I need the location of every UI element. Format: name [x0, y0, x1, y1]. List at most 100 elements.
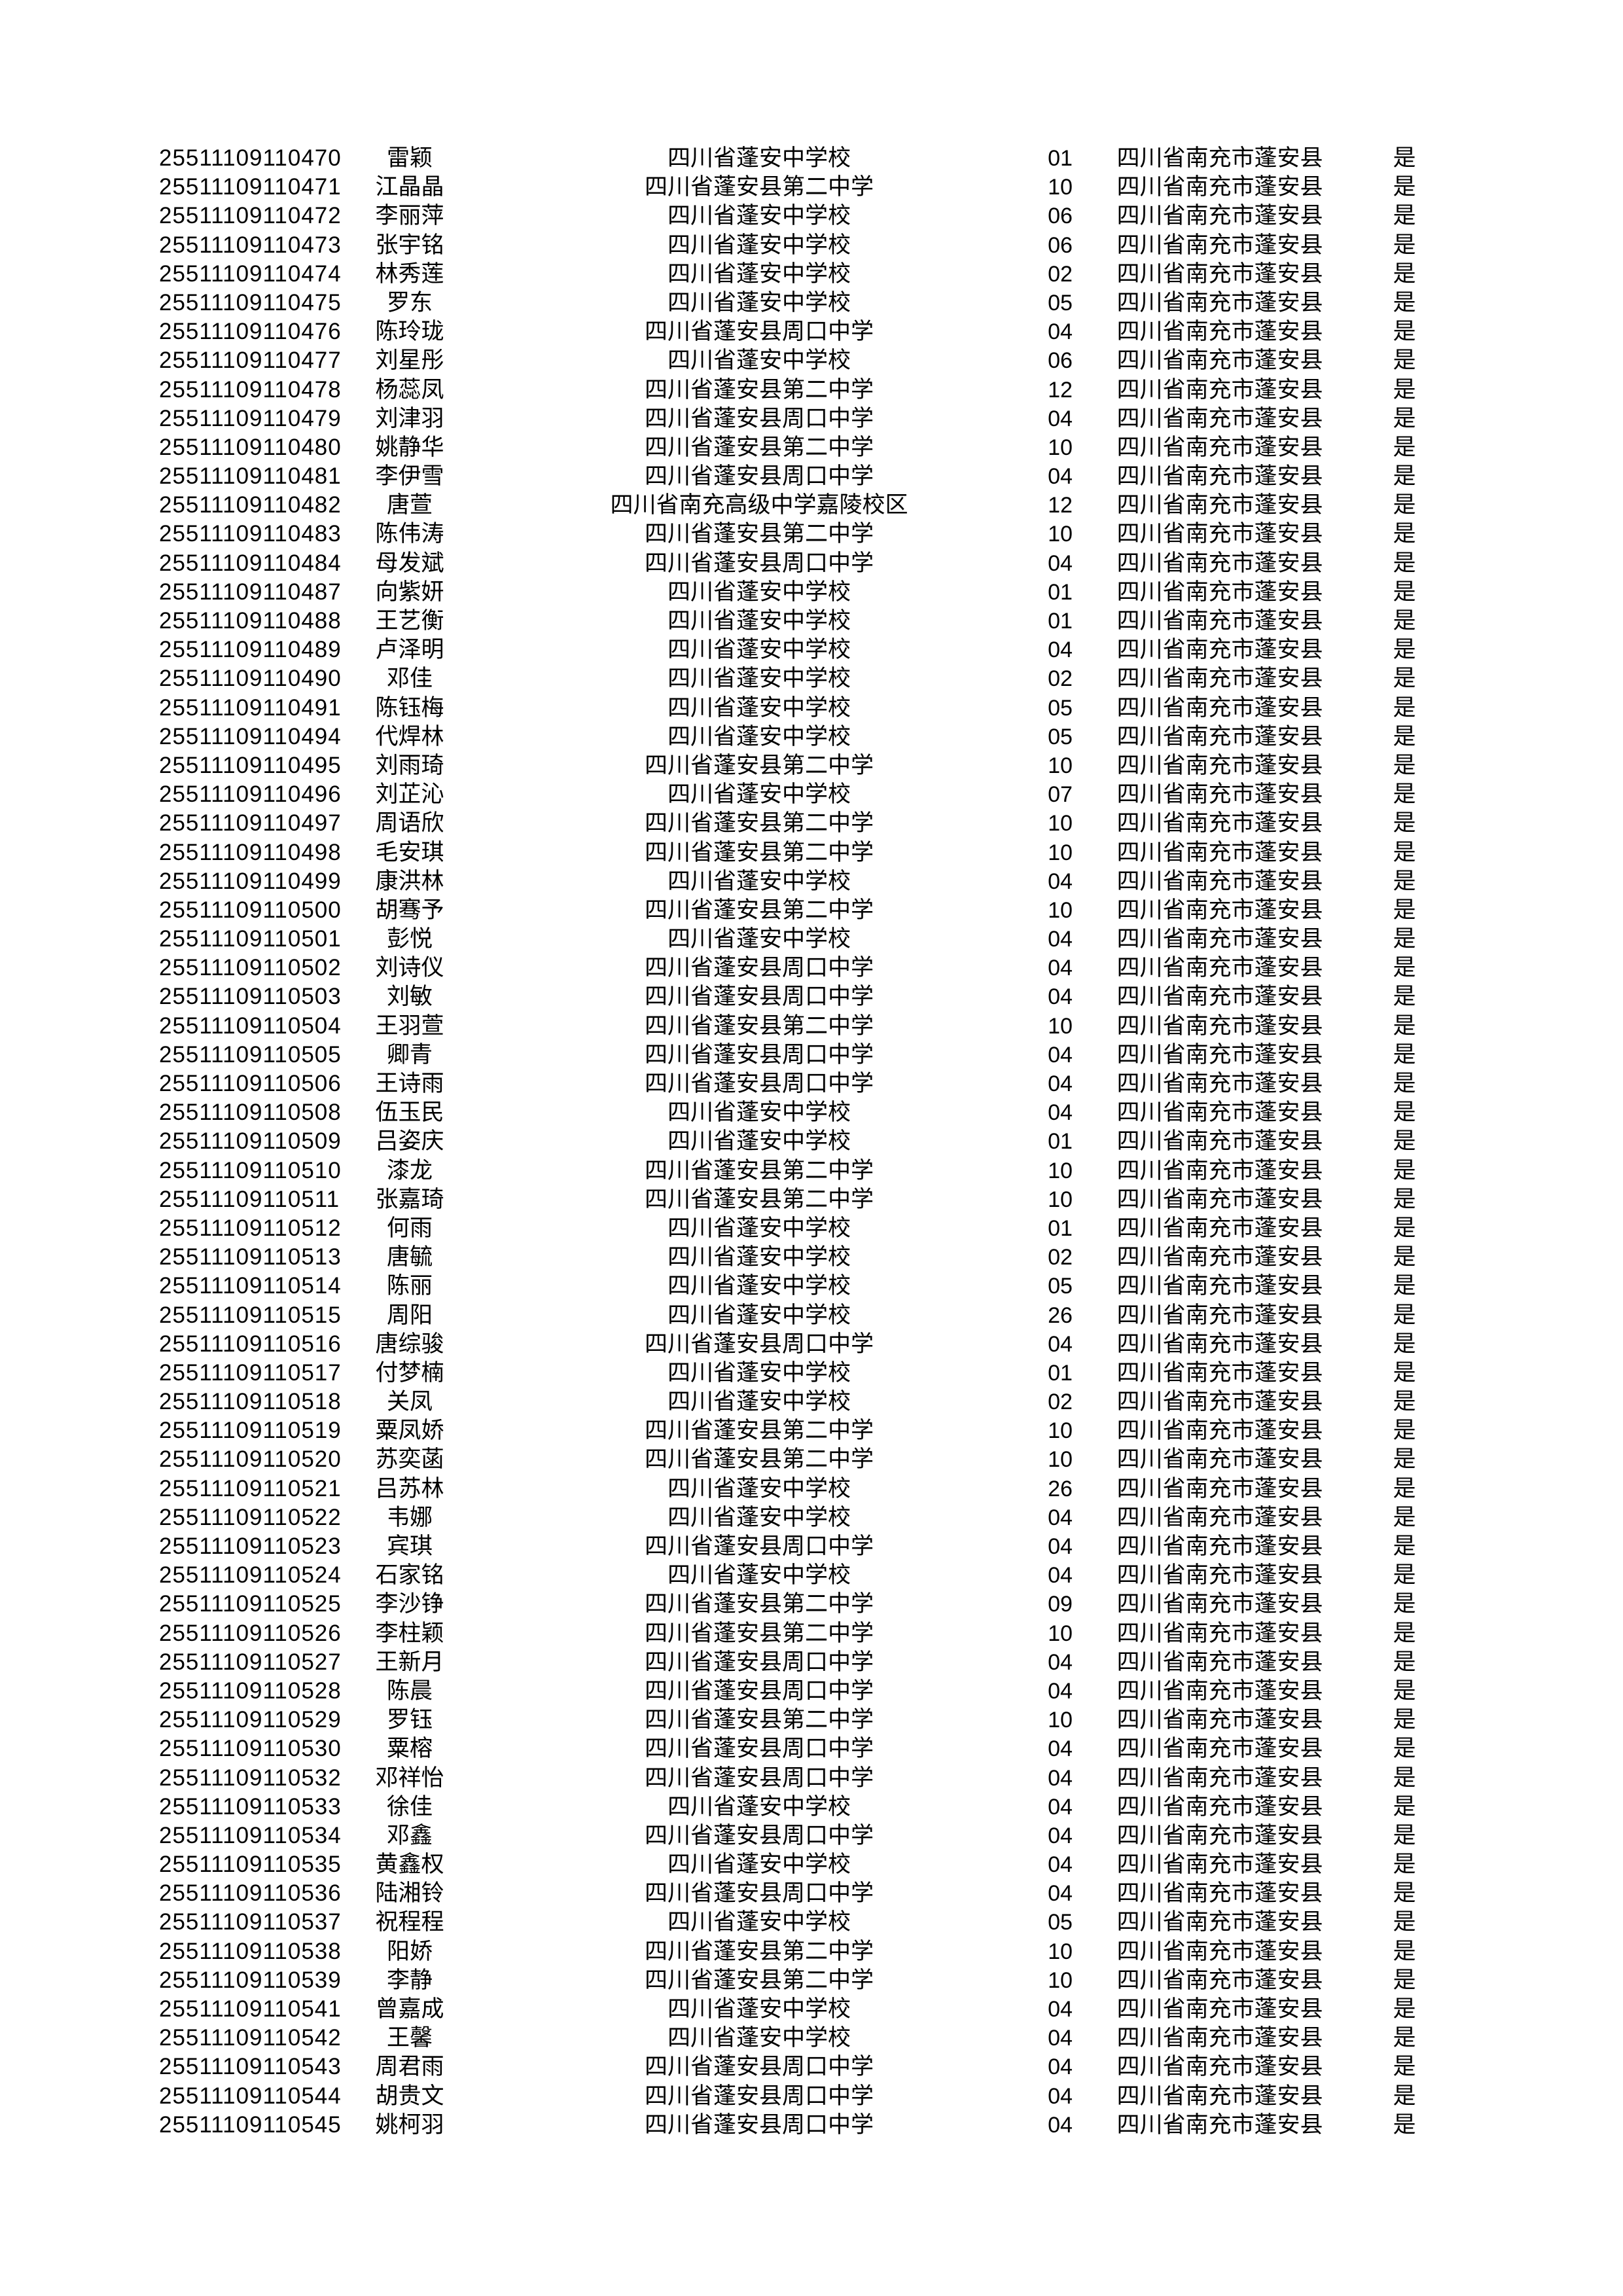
confirmed-cell: 是 — [1393, 405, 1416, 431]
county-cell: 四川省南充市蓬安县 — [1116, 1215, 1323, 1241]
county-cell: 四川省南充市蓬安县 — [1116, 1620, 1323, 1646]
name-cell: 王诗雨 — [375, 1071, 444, 1096]
class-code-cell: 04 — [1048, 2054, 1073, 2080]
class-code-cell: 12 — [1048, 377, 1073, 403]
county-cell: 四川省南充市蓬安县 — [1116, 1736, 1323, 1762]
school-cell: 四川省蓬安中学校 — [667, 1389, 851, 1415]
county-cell: 四川省南充市蓬安县 — [1116, 1822, 1323, 1848]
class-code-cell: 06 — [1048, 204, 1073, 229]
candidate-id-cell: 25511109110474 — [159, 260, 342, 287]
name-cell: 姚柯羽 — [375, 2111, 444, 2138]
table-row: 25511109110529 罗钰 四川省蓬安县第二中学 10 四川省南充市蓬安县 是 — [0, 1706, 1623, 1734]
candidate-id-cell: 25511109110519 — [159, 1418, 342, 1444]
school-cell: 四川省蓬安县周口中学 — [644, 1331, 874, 1357]
county-cell: 四川省南充市蓬安县 — [1116, 1909, 1323, 1935]
school-cell: 四川省蓬安中学校 — [667, 637, 851, 663]
school-cell: 四川省蓬安中学校 — [667, 926, 851, 952]
class-code-cell: 10 — [1048, 1013, 1073, 1039]
name-cell: 杨蕊凤 — [375, 376, 444, 403]
name-cell: 张宇铭 — [375, 232, 444, 258]
county-cell: 四川省南充市蓬安县 — [1116, 1389, 1323, 1415]
table-row: 25511109110502 刘诗仪 四川省蓬安县周口中学 04 四川省南充市蓬安县 是 — [0, 954, 1623, 982]
table-row: 25511109110500 胡骞予 四川省蓬安县第二中学 10 四川省南充市蓬安县 是 — [0, 896, 1623, 925]
county-cell: 四川省南充市蓬安县 — [1116, 1041, 1323, 1067]
school-cell: 四川省蓬安县周口中学 — [644, 550, 874, 576]
confirmed-cell: 是 — [1393, 289, 1416, 315]
candidate-id-cell: 25511109110536 — [159, 1880, 342, 1907]
class-code-cell: 04 — [1048, 1042, 1073, 1067]
school-cell: 四川省蓬安县第二中学 — [644, 1707, 874, 1733]
school-cell: 四川省蓬安中学校 — [667, 723, 851, 749]
table-row: 25511109110489 卢泽明 四川省蓬安中学校 04 四川省南充市蓬安县 是 — [0, 636, 1623, 664]
school-cell: 四川省蓬安中学校 — [667, 694, 851, 721]
table-row: 25511109110483 陈伟涛 四川省蓬安县第二中学 10 四川省南充市蓬安县 是 — [0, 520, 1623, 548]
table-row: 25511109110476 陈玲珑 四川省蓬安县周口中学 04 四川省南充市蓬安县 是 — [0, 317, 1623, 346]
class-code-cell: 04 — [1048, 984, 1073, 1010]
candidate-id-cell: 25511109110526 — [159, 1620, 342, 1646]
candidate-id-cell: 25511109110496 — [159, 781, 342, 808]
county-cell: 四川省南充市蓬安县 — [1116, 1793, 1323, 1820]
candidate-id-cell: 25511109110478 — [159, 376, 342, 403]
candidate-id-cell: 25511109110529 — [159, 1707, 342, 1733]
class-code-cell: 04 — [1048, 464, 1073, 490]
school-cell: 四川省蓬安中学校 — [667, 145, 851, 171]
school-cell: 四川省蓬安中学校 — [667, 2025, 851, 2051]
confirmed-cell: 是 — [1393, 1302, 1416, 1328]
school-cell: 四川省蓬安中学校 — [667, 203, 851, 229]
confirmed-cell: 是 — [1393, 1649, 1416, 1675]
school-cell: 四川省蓬安中学校 — [667, 1302, 851, 1328]
school-cell: 四川省蓬安县第二中学 — [644, 521, 874, 547]
candidate-id-cell: 25511109110481 — [159, 463, 342, 490]
county-cell: 四川省南充市蓬安县 — [1116, 1446, 1323, 1473]
name-cell: 毛安琪 — [375, 839, 444, 865]
candidate-id-cell: 25511109110521 — [159, 1475, 342, 1501]
table-row: 25511109110509 吕姿庆 四川省蓬安中学校 01 四川省南充市蓬安县 是 — [0, 1127, 1623, 1156]
county-cell: 四川省南充市蓬安县 — [1116, 2025, 1323, 2051]
school-cell: 四川省蓬安中学校 — [667, 1996, 851, 2022]
name-cell: 邓祥怡 — [375, 1765, 444, 1791]
school-cell: 四川省蓬安中学校 — [667, 1504, 851, 1530]
confirmed-cell: 是 — [1393, 550, 1416, 576]
table-row: 25511109110491 陈钰梅 四川省蓬安中学校 05 四川省南充市蓬安县 是 — [0, 694, 1623, 723]
table-row: 25511109110503 刘敏 四川省蓬安县周口中学 04 四川省南充市蓬安县 是 — [0, 982, 1623, 1011]
name-cell: 刘雨琦 — [375, 752, 444, 778]
name-cell: 周阳 — [386, 1302, 433, 1328]
confirmed-cell: 是 — [1393, 1186, 1416, 1212]
county-cell: 四川省南充市蓬安县 — [1116, 1302, 1323, 1328]
name-cell: 王艺衡 — [375, 608, 444, 634]
class-code-cell: 10 — [1048, 1447, 1073, 1473]
table-row: 25511109110519 粟凤娇 四川省蓬安县第二中学 10 四川省南充市蓬安县 是 — [0, 1416, 1623, 1445]
candidate-id-cell: 25511109110511 — [159, 1186, 340, 1212]
name-cell: 刘津羽 — [375, 405, 444, 431]
class-code-cell: 01 — [1048, 579, 1073, 605]
name-cell: 雷颖 — [386, 145, 433, 171]
class-code-cell: 01 — [1048, 1360, 1073, 1386]
candidate-id-cell: 25511109110470 — [159, 145, 342, 171]
county-cell: 四川省南充市蓬安县 — [1116, 781, 1323, 808]
table-row: 25511109110517 付梦楠 四川省蓬安中学校 01 四川省南充市蓬安县 是 — [0, 1359, 1623, 1388]
school-cell: 四川省蓬安中学校 — [667, 781, 851, 808]
confirmed-cell: 是 — [1393, 1938, 1416, 1964]
school-cell: 四川省蓬安中学校 — [667, 1909, 851, 1935]
confirmed-cell: 是 — [1393, 608, 1416, 634]
county-cell: 四川省南充市蓬安县 — [1116, 955, 1323, 981]
county-cell: 四川省南充市蓬安县 — [1116, 1591, 1323, 1617]
confirmed-cell: 是 — [1393, 1157, 1416, 1183]
name-cell: 江晶晶 — [375, 174, 444, 200]
school-cell: 四川省蓬安县第二中学 — [644, 1186, 874, 1212]
school-cell: 四川省蓬安中学校 — [667, 579, 851, 605]
county-cell: 四川省南充市蓬安县 — [1116, 608, 1323, 634]
table-row: 25511109110524 石家铭 四川省蓬安中学校 04 四川省南充市蓬安县 是 — [0, 1561, 1623, 1590]
name-cell: 罗钰 — [386, 1707, 433, 1733]
table-row: 25511109110474 林秀莲 四川省蓬安中学校 02 四川省南充市蓬安县 是 — [0, 260, 1623, 289]
class-code-cell: 04 — [1048, 1852, 1073, 1878]
candidate-id-cell: 25511109110512 — [159, 1215, 342, 1241]
class-code-cell: 02 — [1048, 261, 1073, 287]
table-row: 25511109110530 粟榕 四川省蓬安县周口中学 04 四川省南充市蓬安县 是 — [0, 1734, 1623, 1763]
confirmed-cell: 是 — [1393, 376, 1416, 403]
county-cell: 四川省南充市蓬安县 — [1116, 1562, 1323, 1588]
candidate-id-cell: 25511109110545 — [159, 2111, 342, 2138]
table-row: 25511109110471 江晶晶 四川省蓬安县第二中学 10 四川省南充市蓬安县 是 — [0, 173, 1623, 202]
school-cell: 四川省蓬安中学校 — [667, 1852, 851, 1878]
school-cell: 四川省蓬安县周口中学 — [644, 2054, 874, 2080]
